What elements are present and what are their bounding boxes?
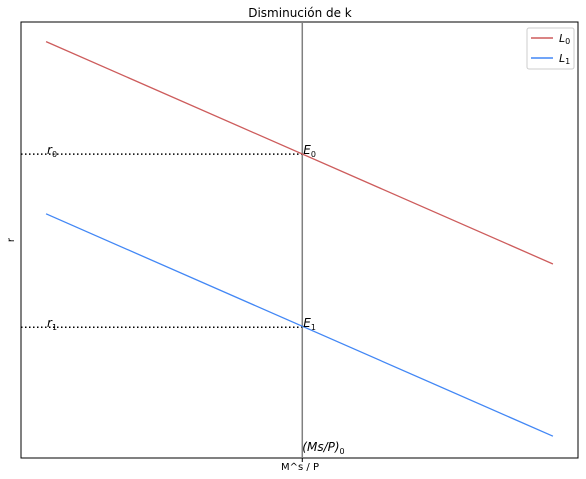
- dotted-guides: [21, 153, 303, 328]
- series-lines: [45, 41, 554, 437]
- annot-E0-sub: 0: [311, 150, 316, 159]
- y-axis-label: r: [6, 237, 17, 242]
- annot-r0: r0: [47, 143, 57, 159]
- annot-r1-sub: 1: [52, 323, 57, 332]
- annot-r1-main: r: [47, 316, 53, 330]
- annot-r1: r1: [47, 316, 57, 332]
- legend-label-main: L: [559, 32, 565, 45]
- legend-label-main: L: [559, 52, 565, 65]
- vertical-line-label-main: (Ms/P): [302, 440, 339, 454]
- annot-r0-sub: 0: [52, 150, 57, 159]
- series-line-L0: [45, 41, 554, 265]
- annot-r0-main: r: [47, 143, 53, 157]
- x-axis-label: M^s / P: [281, 462, 319, 473]
- series-line-L1: [45, 213, 554, 437]
- vertical-line-label-sub: 0: [340, 447, 345, 456]
- plot-frame: [20, 21, 579, 459]
- annot-E0: E0: [303, 143, 316, 159]
- annot-E1-sub: 1: [311, 323, 316, 332]
- vertical-line-label: (Ms/P)0: [302, 440, 344, 456]
- annot-E0-main: E: [303, 143, 311, 157]
- annot-E1-main: E: [303, 316, 311, 330]
- legend-label-sub: 1: [565, 57, 570, 66]
- annot-E1: E1: [303, 316, 316, 332]
- legend-label-L0: L0: [559, 32, 570, 46]
- legend-label-sub: 0: [565, 37, 570, 46]
- chart-title: Disminución de k: [248, 6, 352, 20]
- legend-label-L1: L1: [559, 52, 570, 66]
